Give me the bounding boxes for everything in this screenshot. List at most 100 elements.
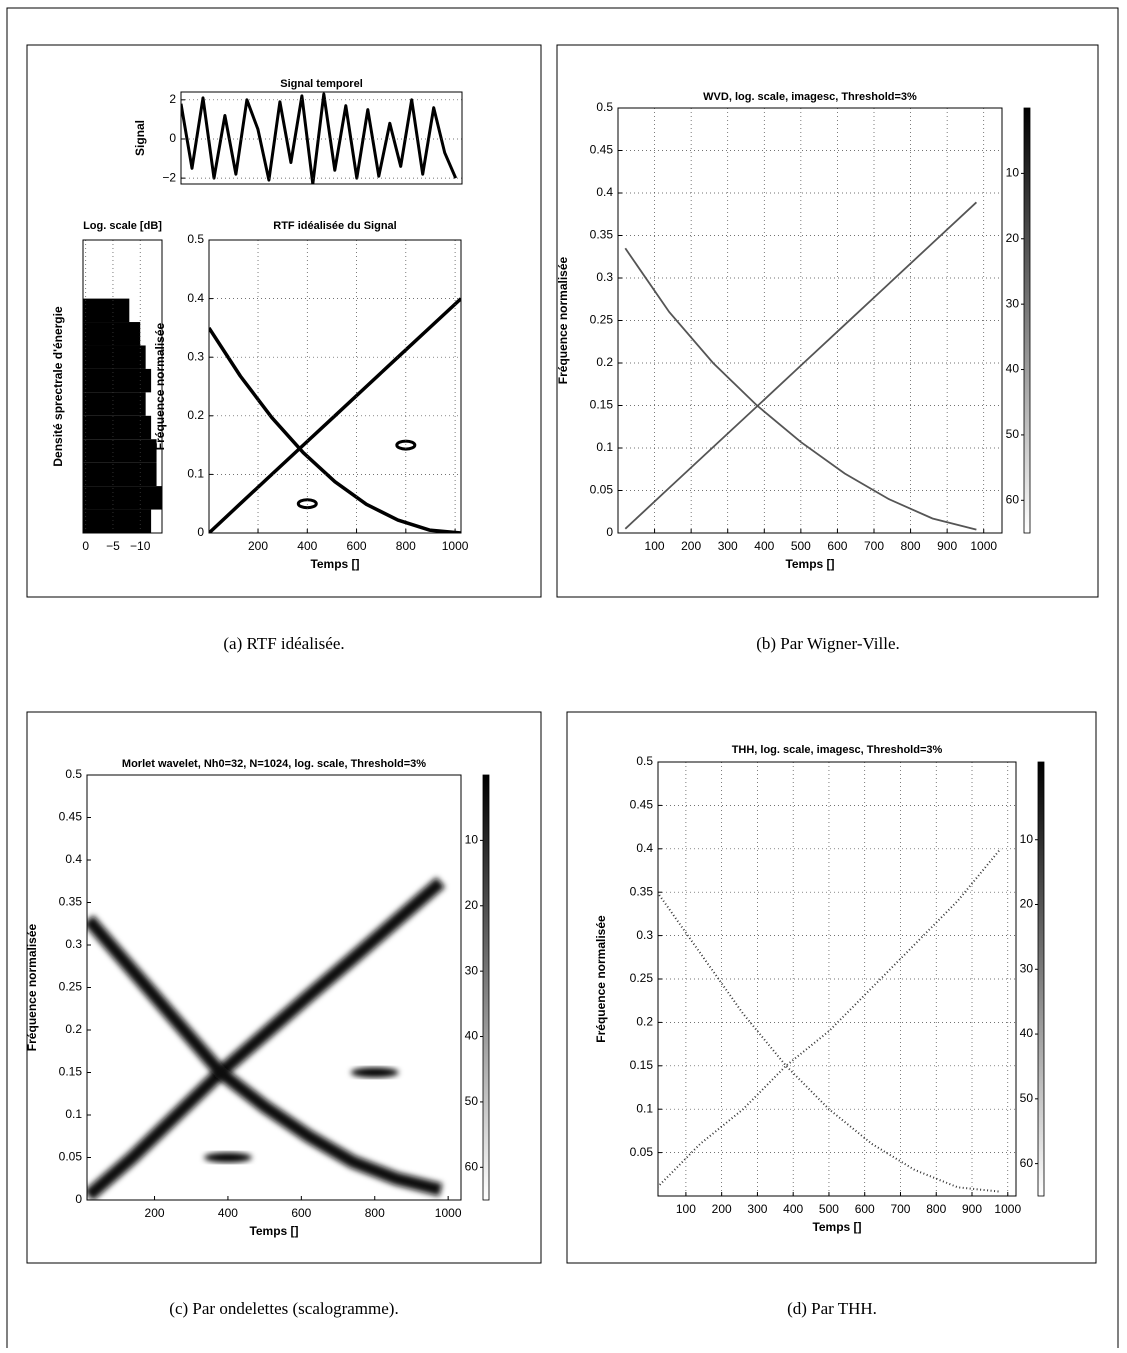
colorbar-tick-label: 60: [1006, 492, 1020, 506]
colorbar-tick-label: 50: [1020, 1091, 1034, 1105]
x-tick-label: 900: [962, 1202, 982, 1216]
x-tick-label: 900: [937, 539, 957, 553]
plot-frame: [86, 774, 462, 1201]
x-tick-label: −10: [130, 539, 151, 553]
y-tick-label: 0.5: [65, 767, 82, 781]
colorbar-tick-label: 30: [1006, 296, 1020, 310]
plot-frame: [82, 239, 163, 534]
y-tick-label: 0.25: [590, 313, 614, 327]
colorbar-tick-label: 10: [1006, 166, 1020, 180]
y-tick-label: 0.45: [590, 143, 614, 157]
colorbar-tick-label: 20: [1006, 231, 1020, 245]
y-tick-label: 0.35: [630, 884, 654, 898]
y-tick-label: 0.1: [187, 467, 204, 481]
plot-area: [209, 240, 461, 533]
series-line: [209, 297, 461, 533]
y-tick-label: 0.5: [596, 100, 613, 114]
colorbar-tick-label: 10: [1020, 832, 1034, 846]
series-line: [87, 915, 443, 1197]
plot-frame: [657, 761, 1017, 1197]
panel-frame: [26, 44, 542, 598]
y-tick-label: 0.45: [59, 810, 83, 824]
y-tick-label: 0.25: [59, 980, 83, 994]
x-tick-label: 800: [926, 1202, 946, 1216]
x-tick-label: −5: [106, 539, 120, 553]
y-tick-label: 0.4: [187, 291, 204, 305]
colorbar-tick-label: 40: [1020, 1026, 1034, 1040]
bar: [83, 509, 152, 533]
x-tick-label: 100: [645, 539, 665, 553]
x-tick-label: 200: [681, 539, 701, 553]
y-tick-label: 0.2: [636, 1015, 653, 1029]
colorbar-tick-label: 40: [1006, 362, 1020, 376]
x-tick-label: 1000: [435, 1206, 462, 1220]
colorbar-tick-label: 50: [1006, 427, 1020, 441]
x-tick-label: 1000: [970, 539, 997, 553]
colorbar-tick-label: 40: [465, 1029, 479, 1043]
x-tick-label: 600: [347, 539, 367, 553]
colorbar-tick-label: 30: [1020, 961, 1034, 975]
y-axis-label: Fréquence normalisée: [556, 256, 570, 384]
x-tick-label: 400: [297, 539, 317, 553]
chart-title: Morlet wavelet, Nh0=32, N=1024, log. sca…: [122, 758, 426, 770]
x-tick-label: 700: [864, 539, 884, 553]
y-tick-label: 0.4: [65, 852, 82, 866]
y-tick-label: 0.45: [630, 798, 654, 812]
x-axis-label: Temps []: [310, 557, 359, 571]
x-tick-label: 300: [747, 1202, 767, 1216]
y-tick-label: 0: [606, 525, 613, 539]
y-tick-label: 0: [197, 525, 204, 539]
y-tick-label: 0.5: [187, 232, 204, 246]
marker: [296, 498, 318, 510]
bar: [83, 462, 157, 487]
y-tick-label: 0.2: [65, 1022, 82, 1036]
colorbar: [482, 774, 490, 1201]
bar: [83, 415, 152, 440]
x-axis-label: Temps []: [812, 1220, 861, 1234]
plot-frame: [180, 91, 463, 185]
series-line: [209, 326, 461, 533]
bar: [83, 322, 141, 346]
y-tick-label: 0.4: [596, 185, 613, 199]
y-tick-label: 0.05: [590, 483, 614, 497]
bar: [83, 486, 162, 510]
chart-title: Log. scale [dB]: [83, 220, 162, 232]
y-tick-label: 0.35: [590, 228, 614, 242]
colorbar-tick-label: 10: [465, 833, 479, 847]
y-axis-label: Fréquence normalisée: [153, 322, 167, 450]
y-axis-label: Signal: [133, 120, 147, 156]
x-tick-label: 600: [827, 539, 847, 553]
y-tick-label: 0.3: [65, 937, 82, 951]
x-tick-label: 700: [890, 1202, 910, 1216]
y-tick-label: 0.1: [596, 440, 613, 454]
x-tick-label: 400: [218, 1206, 238, 1220]
bar: [83, 345, 146, 369]
colorbar: [1023, 107, 1031, 534]
plot-content: [209, 297, 461, 533]
x-tick-label: 500: [819, 1202, 839, 1216]
colorbar-tick-label: 60: [465, 1159, 479, 1173]
y-tick-label: 0.3: [636, 928, 653, 942]
x-tick-label: 500: [791, 539, 811, 553]
y-tick-label: 0.35: [59, 895, 83, 909]
bar: [83, 392, 146, 416]
y-tick-label: −2: [162, 170, 176, 184]
x-tick-label: 600: [291, 1206, 311, 1220]
caption: (a) RTF idéalisée.: [223, 634, 344, 653]
plot-content: [87, 877, 446, 1200]
x-tick-label: 800: [396, 539, 416, 553]
series-line: [87, 877, 446, 1200]
x-axis-label: Temps []: [785, 557, 834, 571]
y-tick-label: 0.3: [187, 349, 204, 363]
y-tick-label: 0.05: [59, 1150, 83, 1164]
x-tick-label: 100: [676, 1202, 696, 1216]
x-tick-label: 600: [855, 1202, 875, 1216]
y-tick-label: 0.4: [636, 841, 653, 855]
y-tick-label: 0.15: [590, 398, 614, 412]
bar: [83, 439, 157, 463]
plot-content: [624, 201, 978, 531]
series-line: [624, 247, 977, 531]
y-tick-label: 0.15: [59, 1065, 83, 1079]
marker: [203, 1152, 252, 1163]
